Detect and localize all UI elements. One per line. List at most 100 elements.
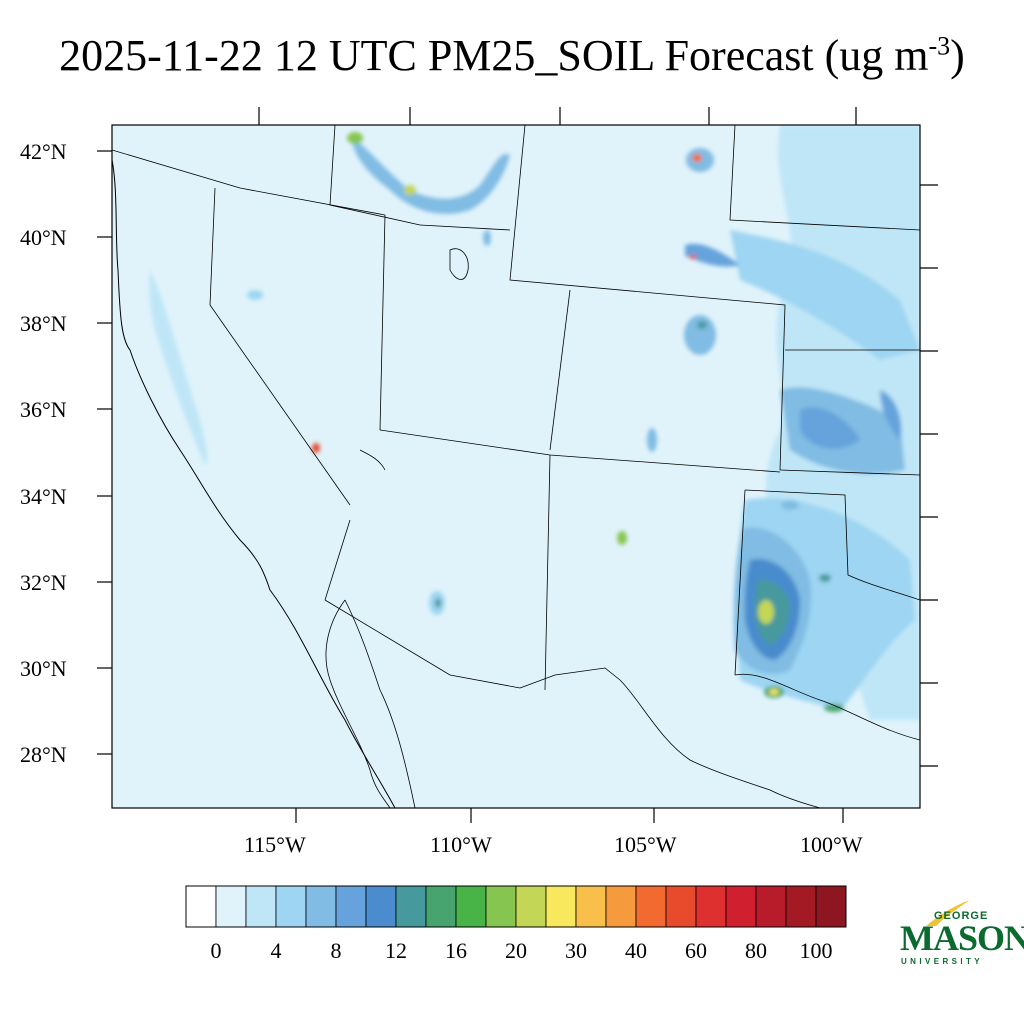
- george-mason-logo: GEORGE MASON UNIVERSITY: [898, 898, 1024, 970]
- field-snake-river-core: [404, 185, 416, 195]
- field-snake-river: [350, 135, 510, 214]
- map-ticks: [97, 107, 938, 823]
- colorbar-label-60: 60: [685, 938, 707, 963]
- lat-label-30: 30°N: [20, 656, 67, 681]
- colorbar-box-7: [395, 885, 427, 928]
- state-border-ne: [729, 125, 920, 231]
- colorbar-box-21: [815, 885, 847, 928]
- state-border-wy-ut: [419, 224, 511, 231]
- logo-top-text: GEORGE: [934, 910, 989, 922]
- colorbar-boxes: [185, 885, 847, 928]
- state-border-ut-co: [549, 289, 571, 451]
- colorbar-box-5: [335, 885, 367, 928]
- great-salt-lake: [449, 248, 469, 280]
- colorbar-label-12: 12: [385, 938, 407, 963]
- lake-mead: [359, 449, 386, 471]
- lat-label-36: 36°N: [20, 397, 67, 422]
- colorbar-box-17: [695, 885, 727, 928]
- state-border-nm-tx: [734, 489, 746, 676]
- colorbar-box-14: [605, 885, 637, 928]
- colorbar-box-20: [785, 885, 817, 928]
- field-denver-band: [685, 243, 740, 267]
- state-border-nv-ut: [239, 187, 386, 216]
- pacific-coastline: [112, 159, 396, 808]
- colorbar-box-6: [365, 885, 397, 928]
- state-border-wy-co: [509, 125, 731, 301]
- field-big-bend-core: [769, 689, 779, 695]
- lon-label-115w: 115°W: [244, 832, 306, 857]
- colorbar-label-8: 8: [330, 938, 342, 963]
- field-nv-central: [247, 290, 263, 300]
- field-ca-valley: [149, 270, 208, 465]
- state-border-ok-tx: [779, 469, 920, 476]
- state-border-ut-az: [379, 214, 386, 431]
- pm25-field: [149, 125, 920, 720]
- field-ok-west: [880, 390, 902, 440]
- field-co-fort-collins-core: [692, 154, 702, 162]
- border-us-mexico: [519, 667, 920, 808]
- colorbar-box-19: [755, 885, 787, 928]
- field-nm-spot-b: [647, 428, 657, 452]
- field-pueblo-core: [697, 321, 707, 329]
- field-idaho-north: [347, 132, 363, 144]
- chart-title: 2025-11-22 12 UTC PM25_SOIL Forecast (ug…: [59, 31, 965, 80]
- state-border-id-wy: [329, 125, 421, 226]
- colorbar-box-9: [455, 885, 487, 928]
- colorbar-label-16: 16: [445, 938, 467, 963]
- colorbar-label-100: 100: [799, 938, 833, 963]
- state-border-co-ks: [729, 299, 786, 471]
- field-nv-spot: [312, 443, 320, 453]
- colorbar-box-11: [515, 885, 547, 928]
- lon-label-105w: 105°W: [614, 832, 677, 857]
- lon-label-100w: 100°W: [800, 832, 863, 857]
- logo-name-text: MASON: [900, 918, 1024, 958]
- field-pueblo: [684, 315, 716, 355]
- colorbar-box-1: [215, 885, 247, 928]
- lat-label-40: 40°N: [20, 225, 67, 250]
- baja-east-coast: [325, 599, 391, 808]
- state-border-az-nm: [544, 454, 551, 691]
- lat-label-28: 28°N: [20, 742, 67, 767]
- colorbar-box-3: [275, 885, 307, 928]
- colorbar-frame: [185, 885, 847, 928]
- boundaries: [112, 125, 920, 808]
- field-oklahoma-core: [800, 407, 860, 449]
- state-border-or-id: [112, 149, 241, 189]
- colorbar-box-13: [575, 885, 607, 928]
- state-border-tx-panhandle: [744, 489, 920, 601]
- field-denver-core: [689, 255, 697, 259]
- gulf-of-california: [344, 599, 416, 808]
- colorbar-box-4: [305, 885, 337, 928]
- lon-label-110w: 110°W: [430, 832, 492, 857]
- state-border-az-mx: [324, 519, 521, 689]
- colorbar-box-18: [725, 885, 757, 928]
- lat-label-42: 42°N: [20, 139, 67, 164]
- field-se-texas: [824, 704, 844, 712]
- field-az-spot-core: [435, 598, 441, 608]
- colorbar-label-20: 20: [505, 938, 527, 963]
- lat-label-32: 32°N: [20, 570, 67, 595]
- colorbar-label-40: 40: [625, 938, 647, 963]
- field-nm-spot: [617, 531, 627, 545]
- colorbar-box-12: [545, 885, 577, 928]
- lat-label-34: 34°N: [20, 484, 67, 509]
- colorbar-label-80: 80: [745, 938, 767, 963]
- colorbar-label-4: 4: [270, 938, 282, 963]
- map-frame: [111, 124, 921, 809]
- colorbar-box-16: [665, 885, 697, 928]
- field-wy-south: [483, 230, 491, 246]
- colorbar-box-8: [425, 885, 457, 928]
- field-tx-east-b: [781, 500, 799, 510]
- lat-label-38: 38°N: [20, 311, 67, 336]
- field-permian-peak: [758, 600, 774, 624]
- colorbar-box-0: [185, 885, 217, 928]
- field-tx-east-a: [819, 574, 831, 582]
- colorbar-box-2: [245, 885, 277, 928]
- logo-bottom-text: UNIVERSITY: [901, 957, 984, 966]
- colorbar-box-10: [485, 885, 517, 928]
- colorbar-box-15: [635, 885, 667, 928]
- field-kansas: [730, 230, 920, 360]
- colorbar-label-0: 0: [210, 938, 222, 963]
